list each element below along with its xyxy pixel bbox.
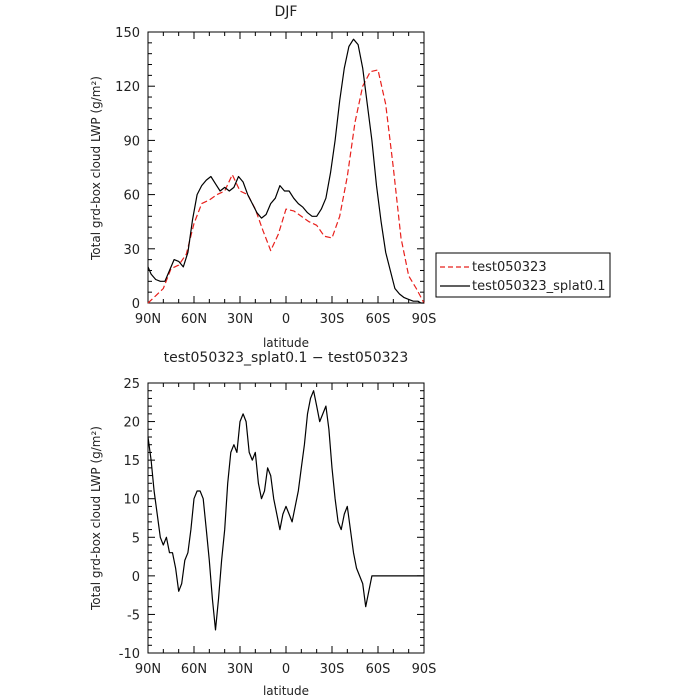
- top-series-line-2: [147, 38, 424, 304]
- bottom-y-tick-label: 25: [123, 377, 140, 392]
- bottom-y-tick-label: -10: [119, 647, 140, 662]
- top-y-axis-label: Total grd-box cloud LWP (g/m²): [89, 76, 103, 261]
- bottom-plot-frame: [147, 382, 425, 654]
- bottom-x-tick-label: 90S: [412, 662, 437, 677]
- bottom-x-tick-label: 60S: [366, 662, 391, 677]
- bottom-x-tick-label: 60N: [181, 662, 207, 677]
- top-y-tick-label: 60: [123, 189, 140, 204]
- legend-box: [435, 252, 611, 298]
- bottom-y-tick-label: 5: [132, 531, 140, 546]
- top-x-tick-label: 90N: [135, 312, 161, 327]
- top-y-tick-label: 0: [132, 297, 140, 312]
- bottom-y-tick-label: 15: [123, 454, 140, 469]
- bottom-x-tick-label: 30S: [320, 662, 345, 677]
- top-x-axis-label: latitude: [263, 336, 309, 350]
- bottom-series: [147, 390, 424, 631]
- top-y-tick-label: 120: [115, 80, 140, 95]
- bottom-x-tick-label: 0: [282, 662, 290, 677]
- bottom-series-line-1: [147, 390, 424, 631]
- top-y-tick-label: 90: [123, 134, 140, 149]
- bottom-x-tick-label: 90N: [135, 662, 161, 677]
- bottom-y-tick-label: 10: [123, 493, 140, 508]
- bottom-x-axis-label: latitude: [263, 684, 309, 698]
- top-x-tick-label: 60S: [366, 312, 391, 327]
- top-y-tick-label: 150: [115, 26, 140, 41]
- top-series-line-1: [147, 69, 425, 304]
- top-x-tick-label: 0: [282, 312, 290, 327]
- bottom-y-axis-label: Total grd-box cloud LWP (g/m²): [89, 426, 103, 611]
- top-panel-title: DJF: [275, 4, 298, 20]
- bottom-y-tick-label: 20: [123, 416, 140, 431]
- top-x-tick-label: 30N: [227, 312, 253, 327]
- top-series: [147, 38, 425, 304]
- top-x-tick-label: 30S: [320, 312, 345, 327]
- legend: test050323 test050323_splat0.1: [435, 252, 611, 298]
- top-x-tick-label: 60N: [181, 312, 207, 327]
- bottom-x-tick-label: 30N: [227, 662, 253, 677]
- bottom-panel: test050323_splat0.1 − test050323 90N 60N 3…: [89, 350, 436, 698]
- bottom-panel-title: test050323_splat0.1 − test050323: [164, 350, 409, 366]
- top-plot-frame: [147, 31, 425, 304]
- top-x-tick-label: 90S: [412, 312, 437, 327]
- bottom-y-tick-label: 0: [132, 570, 140, 585]
- top-y-tick-label: 30: [123, 243, 140, 258]
- legend-label-test050323: test050323: [472, 260, 547, 275]
- legend-label-splat: test050323_splat0.1: [472, 279, 605, 294]
- top-ticks: 90N 60N 30N 0 30S 60S 90S 0 30 60 90 120 150: [115, 26, 436, 327]
- bottom-y-tick-label: -5: [127, 608, 140, 623]
- bottom-ticks: 90N 60N 30N 0 30S 60S 90S -10 -5 0 5 10 15 20 25: [119, 377, 437, 677]
- top-panel: DJF 90N 60N 30N 0 30S 60S 90S 0 30 60 90 120 150 lat…: [89, 4, 436, 350]
